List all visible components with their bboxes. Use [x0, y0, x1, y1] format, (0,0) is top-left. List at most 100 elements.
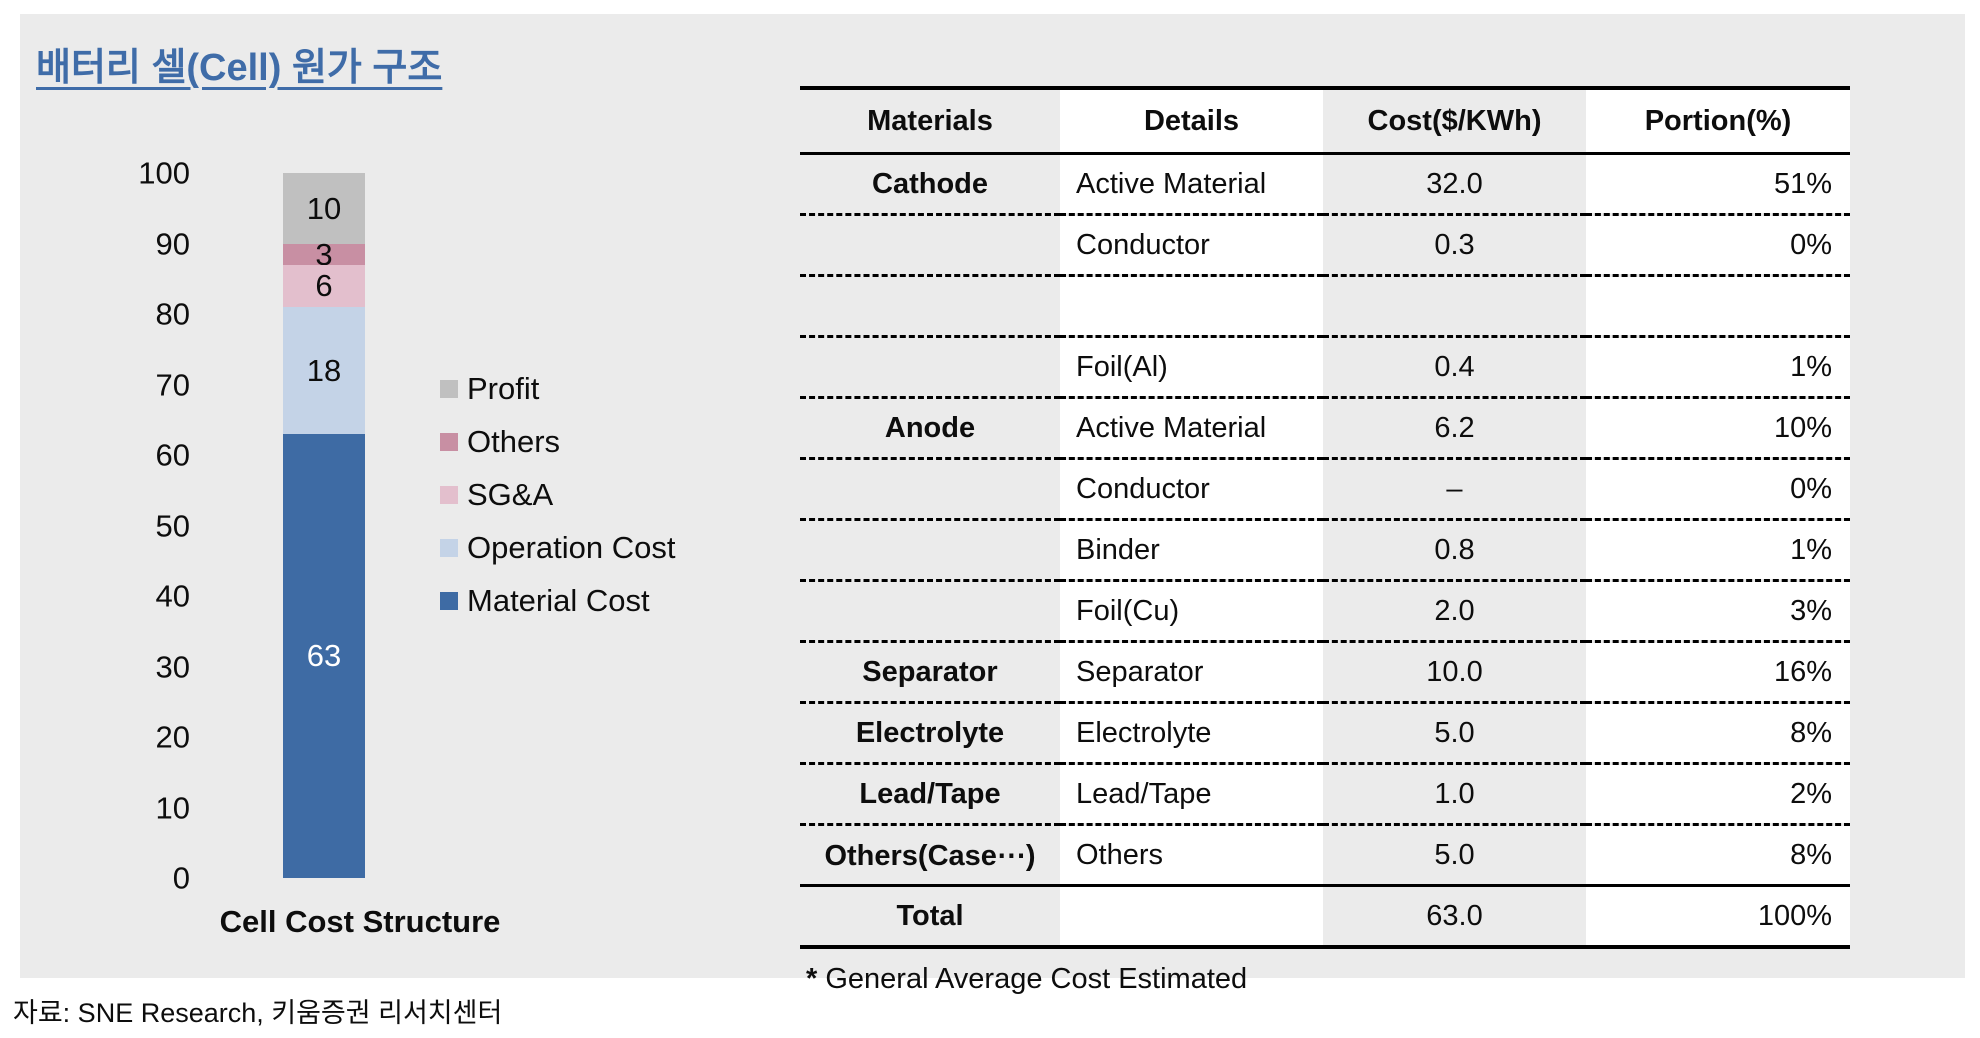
legend-item-material-cost: Material Cost — [440, 583, 676, 619]
y-axis-tick-label: 30 — [155, 649, 190, 684]
table-cell: Electrolyte — [800, 702, 1060, 765]
table-row — [800, 275, 1850, 338]
table-cell: Others(Case⋯) — [800, 824, 1060, 887]
table-cell — [1060, 275, 1323, 338]
legend-item-profit: Profit — [440, 371, 676, 407]
col-header-cost-kwh: Cost($/KWh) — [1323, 88, 1586, 155]
y-axis-tick-label: 20 — [155, 719, 190, 755]
y-axis-tick-label: 0 — [172, 860, 190, 896]
table-row: Anode Active Material 6.2 10% — [800, 397, 1850, 460]
bar-segment-profit: 10 — [283, 173, 365, 244]
cost-table: Materials Details Cost($/KWh) Portion(%) Ca… — [800, 86, 1850, 949]
header-row: Materials Details Cost($/KWh) Portion(%) — [800, 88, 1850, 155]
table-cell: 6.2 — [1323, 397, 1586, 460]
chart-legend: Profit Others SG&A Operation Cost Material C… — [440, 371, 676, 636]
legend-swatch-icon — [440, 433, 458, 451]
table-cell: 1.0 — [1323, 763, 1586, 826]
table-cell — [1323, 275, 1586, 338]
table-cell: Lead/Tape — [1060, 763, 1323, 826]
y-axis-tick-label: 60 — [155, 437, 190, 473]
table-cell: Conductor — [1060, 214, 1323, 277]
total-cell: Total — [896, 899, 964, 932]
table-row: Foil(Al) 0.4 1% — [800, 336, 1850, 399]
y-axis-tick-label: 40 — [155, 578, 190, 614]
legend-item-sg-a: SG&A — [440, 477, 676, 513]
y-axis-tick-label: 70 — [155, 367, 190, 402]
table-cell: Active Material — [1060, 397, 1323, 460]
table-cell: 5.0 — [1323, 702, 1586, 765]
table-cell: Foil(Cu) — [1060, 580, 1323, 643]
table-cell: 2% — [1586, 763, 1850, 826]
y-axis-tick-label: 90 — [155, 226, 190, 261]
table-row: Binder 0.8 1% — [800, 519, 1850, 582]
footnote-asterisk: * — [806, 963, 818, 995]
total-cell: 100% — [1586, 885, 1850, 947]
source-line: 자료: SNE Research, 키움증권 리서치센터 — [13, 998, 503, 1028]
table-cell — [1586, 275, 1850, 338]
table-cell: Anode — [800, 397, 1060, 460]
table-cell: 8% — [1586, 824, 1850, 887]
legend-label: Profit — [467, 371, 540, 406]
table-cell — [800, 336, 1060, 399]
cost-table-head: Materials Details Cost($/KWh) Portion(%) — [800, 88, 1850, 155]
table-cell: Active Material — [1060, 153, 1323, 216]
table-cell: 51% — [1586, 153, 1850, 216]
table-cell: 10.0 — [1323, 641, 1586, 704]
legend-swatch-icon — [440, 592, 458, 610]
table-row: Foil(Cu) 2.0 3% — [800, 580, 1850, 643]
table-cell: Separator — [1060, 641, 1323, 704]
table-cell: 2.0 — [1323, 580, 1586, 643]
table-cell: 8% — [1586, 702, 1850, 765]
table-cell: 32.0 — [1323, 153, 1586, 216]
table-cell: 3% — [1586, 580, 1850, 643]
bar-segment-value: 18 — [306, 352, 342, 388]
legend-label: Operation Cost — [467, 530, 676, 565]
table-row: Separator Separator 10.0 16% — [800, 641, 1850, 704]
table-cell — [800, 519, 1060, 582]
table-row: Conductor 0.3 0% — [800, 214, 1850, 277]
bar-segment-sg-a: 6 — [283, 264, 365, 307]
bar-segment-others: 3 — [283, 239, 365, 270]
table-row: Electrolyte Electrolyte 5.0 8% — [800, 702, 1850, 765]
legend-swatch-icon — [440, 539, 458, 557]
x-axis-category-label: Cell Cost Structure — [219, 904, 501, 939]
table-cell: 1% — [1586, 336, 1850, 399]
figure-panel: 배터리 셀(Cell) 원가 구조 0 10 20 30 40 50 60 70 80 90 100… — [20, 14, 1965, 995]
legend-label: SG&A — [467, 477, 554, 512]
table-cell: 0% — [1586, 214, 1850, 277]
table-cell: Others — [1060, 824, 1323, 887]
table-cell: 10% — [1586, 397, 1850, 460]
table-cell: 0.3 — [1323, 214, 1586, 277]
table-cell: 0% — [1586, 458, 1850, 521]
legend-label: Others — [467, 424, 561, 459]
table-cell: Electrolyte — [1060, 702, 1323, 765]
bar-segment-value: 6 — [315, 268, 333, 304]
bar-segment-value: 3 — [315, 236, 333, 272]
legend-label: Material Cost — [467, 583, 650, 618]
bar-segment-material-cost: 63 — [283, 433, 365, 878]
table-cell: Lead/Tape — [800, 763, 1060, 826]
page-title: 배터리 셀(Cell) 원가 구조 — [36, 47, 443, 89]
table-row: Conductor –0% — [800, 458, 1850, 521]
footnote-text: General Average Cost Estimated — [817, 963, 1248, 995]
table-row: Cathode Active Material 32.0 51% — [800, 153, 1850, 216]
table-cell — [800, 580, 1060, 643]
y-axis: 0 10 20 30 40 50 60 70 80 90 100 — [80, 158, 190, 894]
table-cell — [800, 275, 1060, 338]
total-cell — [1060, 885, 1323, 947]
y-axis-tick-label: 50 — [155, 508, 190, 543]
col-header-materials: Materials — [800, 88, 1060, 155]
bar-segment-value: 63 — [306, 638, 342, 674]
legend-item-others: Others — [440, 424, 676, 460]
legend-swatch-icon — [440, 380, 458, 398]
table-cell — [800, 214, 1060, 277]
table-cell: Conductor — [1060, 458, 1323, 521]
legend-swatch-icon — [440, 486, 458, 504]
table-row: Lead/Tape Lead/Tape 1.0 2% — [800, 763, 1850, 826]
table-row: Others(Case⋯) Others 5.0 8% — [800, 824, 1850, 887]
table-cell: Binder — [1060, 519, 1323, 582]
table-cell: 0.4 — [1323, 336, 1586, 399]
total-cell: 63.0 — [1426, 899, 1483, 932]
table-cell: 1% — [1586, 519, 1850, 582]
